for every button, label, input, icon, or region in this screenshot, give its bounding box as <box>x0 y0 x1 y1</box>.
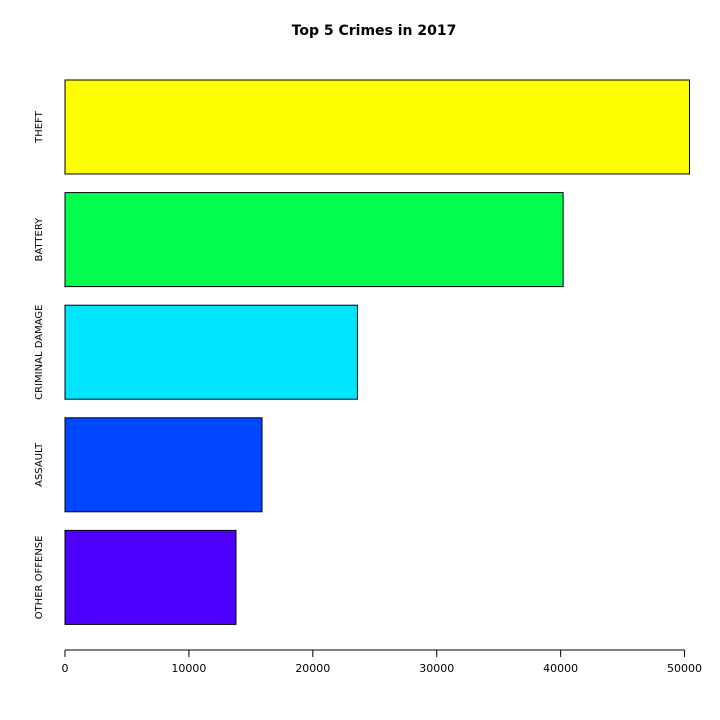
category-label: CRIMINAL DAMAGE <box>34 305 45 400</box>
x-tick-label: 40000 <box>543 662 578 675</box>
x-axis: 0 10000 20000 30000 40000 50000 <box>62 649 702 675</box>
bar-criminal-damage <box>64 304 358 400</box>
bars-group <box>64 79 690 625</box>
chart-title: Top 5 Crimes in 2017 <box>292 23 457 39</box>
bar-assault <box>64 417 263 513</box>
category-label: OTHER OFFENSE <box>34 536 45 620</box>
bar-battery <box>64 192 564 288</box>
category-labels: THEFT BATTERY CRIMINAL DAMAGE ASSAULT OTHER … <box>34 110 45 619</box>
x-tick-label: 30000 <box>419 662 454 675</box>
bar-theft <box>64 79 690 175</box>
category-label: BATTERY <box>34 217 45 262</box>
bar-other-offense <box>64 529 237 625</box>
x-tick-label: 50000 <box>667 662 702 675</box>
x-tick-label: 20000 <box>295 662 330 675</box>
category-label: ASSAULT <box>34 442 45 487</box>
x-tick-label: 0 <box>62 662 69 675</box>
x-tick-label: 10000 <box>171 662 206 675</box>
category-label: THEFT <box>34 110 45 144</box>
